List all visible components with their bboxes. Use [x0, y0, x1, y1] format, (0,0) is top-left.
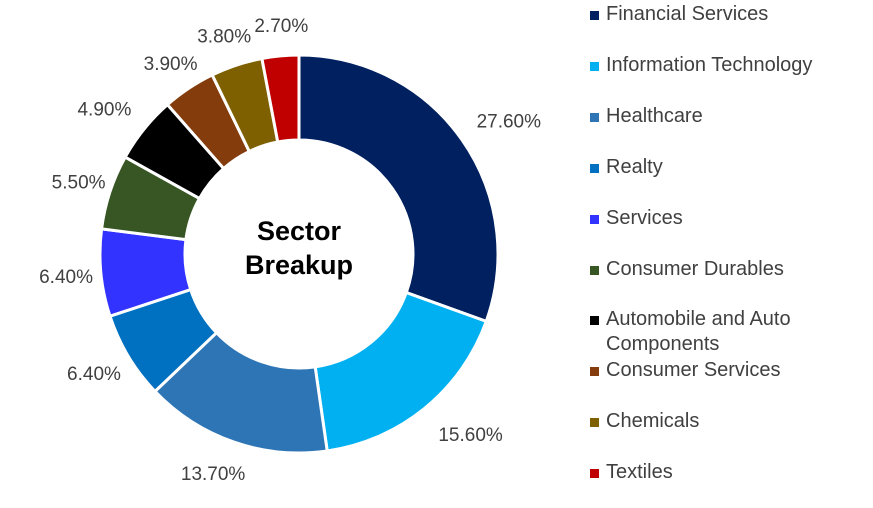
- data-label: 27.60%: [477, 112, 542, 133]
- data-label: 15.60%: [438, 425, 503, 446]
- legend-label: Chemicals: [606, 410, 700, 432]
- center-title-line-1: Sector: [257, 216, 342, 246]
- legend-swatch: [590, 11, 599, 20]
- slice-financial-services: [297, 53, 500, 324]
- legend-swatch: [590, 418, 599, 427]
- data-label: 5.50%: [52, 173, 106, 194]
- legend-swatch: [590, 367, 599, 376]
- data-label: 3.90%: [144, 54, 198, 75]
- legend-label: Healthcare: [606, 105, 703, 127]
- data-labels: 27.60% 15.60% 13.70% 6.40% 6.40% 5.50% 4.90% 3.…: [39, 16, 541, 485]
- donut-chart: 27.60% 15.60% 13.70% 6.40% 6.40% 5.50% 4.90% 3.…: [39, 16, 541, 485]
- legend-label: Realty: [606, 156, 663, 178]
- donut-slices: [98, 53, 500, 455]
- legend-swatch: [590, 215, 599, 224]
- legend-swatch: [590, 316, 599, 325]
- data-label: 6.40%: [67, 364, 121, 385]
- legend-swatch: [590, 266, 599, 275]
- data-label: 13.70%: [181, 464, 246, 485]
- slice-textiles: [260, 53, 301, 144]
- legend-label: Textiles: [606, 461, 673, 483]
- legend-label: Consumer Durables: [606, 258, 784, 280]
- data-label: 3.80%: [197, 27, 251, 48]
- legend-label: Consumer Services: [606, 359, 781, 381]
- slice-information-technology: [313, 290, 489, 453]
- legend-swatch: [590, 469, 599, 478]
- legend-swatch: [590, 62, 599, 71]
- legend-label: Automobile and Auto Components: [606, 308, 791, 355]
- data-label: 4.90%: [77, 99, 131, 120]
- legend-label: Financial Services: [606, 3, 769, 25]
- legend-label: Information Technology: [606, 54, 813, 76]
- data-label: 6.40%: [39, 267, 93, 288]
- legend-label: Services: [606, 207, 683, 229]
- data-label: 2.70%: [254, 16, 308, 37]
- center-title-line-2: Breakup: [245, 250, 353, 280]
- legend-swatch: [590, 113, 599, 122]
- legend-swatch: [590, 164, 599, 173]
